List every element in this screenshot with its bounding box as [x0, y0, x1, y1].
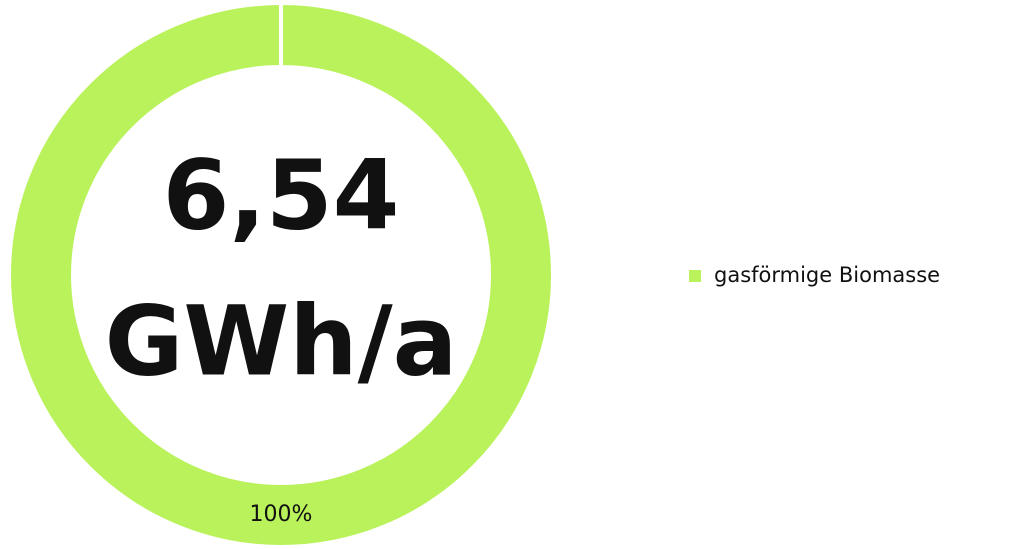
center-label: GWh/a	[105, 285, 458, 397]
center-label: 6,54	[163, 139, 400, 251]
donut-segment	[7, 0, 555, 549]
legend-label: gasförmige Biomasse	[714, 263, 940, 287]
value-label: 100%	[250, 502, 313, 527]
legend-swatch	[689, 270, 701, 282]
